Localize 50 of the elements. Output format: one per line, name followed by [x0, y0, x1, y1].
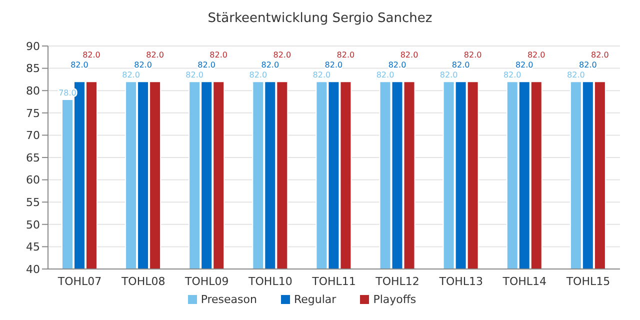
x-tick-label: TOHL10: [248, 274, 292, 288]
data-label: 82.0: [579, 60, 597, 70]
data-label: 82.0: [400, 50, 418, 60]
data-label: 82.0: [336, 50, 355, 60]
data-label: 82.0: [146, 50, 164, 60]
data-label: 82.0: [527, 50, 546, 60]
x-tick-label: TOHL14: [502, 274, 547, 288]
data-label: 82.0: [452, 60, 470, 70]
data-label: 82.0: [82, 50, 100, 60]
data-label: 82.0: [591, 50, 609, 60]
legend-label: Regular: [294, 293, 336, 306]
y-tick-label: 90: [26, 40, 40, 53]
y-tick-label: 85: [26, 62, 40, 76]
data-label: 82.0: [567, 70, 585, 80]
y-tick-label: 75: [26, 106, 40, 120]
y-tick-label: 50: [26, 218, 40, 232]
x-tick-label: TOHL07: [56, 274, 102, 288]
y-tick-label: 70: [26, 129, 40, 142]
legend-label: Preseason: [200, 293, 257, 306]
data-label: 82.0: [388, 60, 406, 70]
data-label: 82.0: [70, 60, 88, 70]
data-label: 82.0: [134, 60, 152, 70]
data-label: 82.0: [273, 50, 292, 60]
data-label: 82.0: [515, 60, 534, 70]
data-label: 82.0: [464, 50, 482, 60]
x-tick-label: TOHL09: [184, 274, 229, 288]
data-label: 82.0: [376, 70, 394, 80]
y-tick-label: 45: [26, 240, 40, 254]
legend-label: Playoffs: [373, 293, 416, 306]
x-tick-label: TOHL08: [120, 274, 166, 288]
data-label: 82.0: [440, 70, 458, 80]
data-label: 82.0: [198, 60, 216, 70]
data-label: 82.0: [261, 60, 280, 70]
data-label: 82.0: [312, 70, 331, 80]
y-tick-label: 65: [26, 151, 40, 164]
data-label: 82.0: [186, 70, 204, 80]
data-label: 82.0: [324, 60, 343, 70]
y-tick-label: 55: [26, 196, 40, 210]
data-label: 82.0: [122, 70, 140, 80]
y-tick-label: 40: [26, 262, 40, 276]
y-tick-label: 60: [26, 174, 40, 187]
data-label: 82.0: [503, 70, 522, 80]
x-tick-label: TOHL15: [565, 274, 610, 288]
chart-title: Stärkeentwicklung Sergio Sanchez: [206, 10, 434, 28]
data-label: 82.0: [249, 70, 268, 80]
y-tick-label: 80: [26, 84, 40, 98]
x-tick-label: TOHL11: [311, 274, 356, 288]
x-tick-label: TOHL12: [374, 274, 420, 288]
x-tick-label: TOHL13: [438, 274, 483, 288]
data-label: 82.0: [210, 50, 228, 60]
